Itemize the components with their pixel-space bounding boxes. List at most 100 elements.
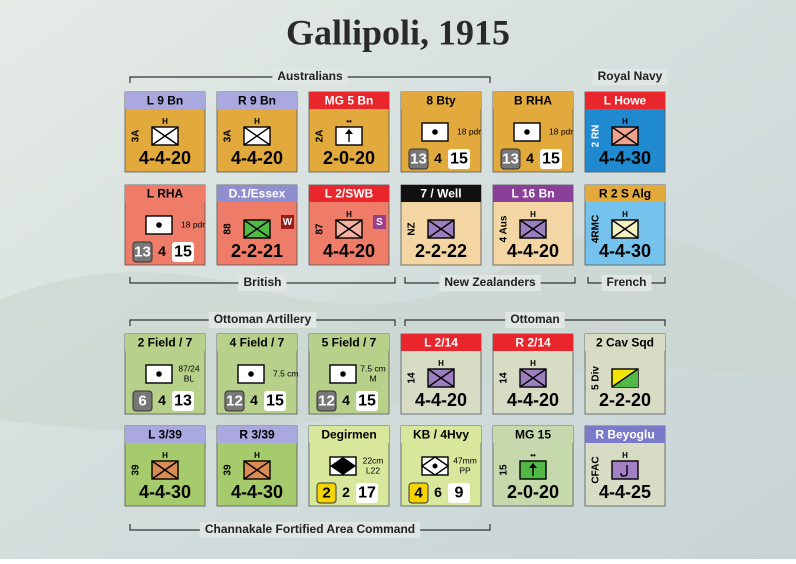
range-box — [356, 391, 378, 411]
symbol-line — [243, 126, 271, 146]
counter: L 3/39 H 39 4-4-30 — [124, 425, 206, 507]
counter: R 9 Bn H 3A 4-4-20 — [216, 91, 298, 173]
badge-letter: W — [283, 217, 293, 228]
counter-name: D.1/Essex — [229, 187, 286, 201]
counter-header — [401, 426, 481, 443]
unit-symbol — [519, 460, 547, 480]
attack: 4 — [414, 484, 423, 501]
range: 9 — [455, 485, 464, 502]
unit-size: H — [254, 451, 260, 460]
unit-symbol — [420, 456, 450, 476]
range-box — [264, 391, 286, 411]
counter-name: 5 Field / 7 — [322, 336, 377, 350]
weapon-note: 18 pdr — [181, 219, 205, 229]
counter-header — [309, 334, 389, 351]
side-label: 2A — [315, 130, 326, 143]
group-label: New Zealanders — [444, 275, 536, 289]
attack: 12 — [226, 392, 243, 409]
counter-header — [125, 92, 205, 109]
group-label-bg — [272, 69, 348, 85]
group-label-bg — [199, 522, 421, 538]
side-label: 5 Div — [591, 366, 602, 390]
unit-symbol — [335, 126, 363, 146]
strength: 2-0-20 — [323, 148, 375, 168]
weapon-note: M — [369, 373, 376, 383]
counter-header — [217, 185, 297, 202]
strength: 4-4-20 — [415, 390, 467, 410]
defense: 2 — [342, 484, 350, 500]
side-label: 14 — [407, 372, 418, 384]
unit-symbol — [243, 126, 271, 146]
symbol-line — [519, 219, 547, 239]
attack-box — [408, 148, 429, 170]
symbol-dot — [156, 371, 162, 377]
unit-symbol — [513, 122, 541, 142]
unit-size: H — [438, 359, 444, 368]
defense: 4 — [342, 392, 350, 408]
counter-name: R 3/39 — [239, 428, 275, 442]
unit-symbol — [611, 460, 639, 480]
counter-name: L 2/14 — [424, 336, 458, 350]
group-label: Ottoman Artillery — [214, 312, 312, 326]
range: 15 — [358, 393, 376, 410]
side-label: 14 — [499, 372, 510, 384]
counter-name: L 3/39 — [148, 428, 182, 442]
strength: 2-2-22 — [415, 241, 467, 261]
counter: MG 15 •• 15 2-0-20 — [492, 425, 574, 507]
symbol-arrow — [345, 129, 353, 134]
counter-header — [217, 334, 297, 351]
unit-size: H — [530, 210, 536, 219]
symbol-dot — [340, 371, 346, 377]
counter-header — [493, 185, 573, 202]
unit-size: H — [622, 210, 628, 219]
counter-header — [125, 426, 205, 443]
unit-symbol — [145, 364, 173, 384]
counter-header — [125, 185, 205, 202]
counter-name: MG 5 Bn — [325, 94, 374, 108]
side-label: 88 — [223, 223, 234, 235]
badge — [281, 215, 294, 229]
unit-size: H — [622, 117, 628, 126]
strength: 4-4-20 — [139, 148, 191, 168]
attack-box — [132, 241, 153, 263]
counter-name: 2 Cav Sqd — [596, 336, 654, 350]
group-label: French — [606, 275, 646, 289]
symbol-line — [243, 219, 271, 239]
counter-name: L 2/SWB — [325, 187, 374, 201]
unit-symbol — [427, 368, 455, 388]
range-box — [448, 483, 470, 503]
counter-header — [309, 92, 389, 109]
unit-size: •• — [530, 451, 536, 460]
counter-header — [401, 334, 481, 351]
group-label-bg — [592, 69, 668, 85]
symbol-dot — [432, 463, 438, 469]
side-label: 39 — [223, 464, 234, 476]
range: 15 — [450, 151, 468, 168]
unit-symbol — [519, 219, 547, 239]
symbol-box — [611, 460, 639, 480]
group-label-bg — [505, 312, 565, 328]
counter: B RHA 18 pdr 13 4 15 — [492, 91, 574, 173]
unit-symbol — [243, 219, 271, 239]
defense: 4 — [158, 243, 166, 259]
range-box — [540, 149, 562, 169]
strength: 4-4-20 — [507, 390, 559, 410]
weapon-note: 47mm — [453, 455, 477, 465]
counter-header — [493, 426, 573, 443]
unit-symbol — [335, 219, 363, 239]
title: Gallipoli, 1915 — [286, 12, 510, 52]
side-label: 87 — [315, 223, 326, 235]
counter-name: 8 Bty — [426, 94, 456, 108]
symbol-line — [427, 368, 455, 388]
group-label: Channakale Fortified Area Command — [205, 522, 415, 536]
counter: 5 Field / 7 7.5 cmM 12 4 15 — [308, 333, 390, 415]
counter: 4 Field / 7 7.5 cm 12 4 15 — [216, 333, 299, 415]
symbol-dot — [248, 371, 254, 377]
counter-header — [585, 334, 665, 351]
symbol-line — [611, 126, 639, 146]
counter-header — [217, 92, 297, 109]
attack-box — [132, 390, 153, 412]
side-label: CFAC — [591, 456, 602, 483]
